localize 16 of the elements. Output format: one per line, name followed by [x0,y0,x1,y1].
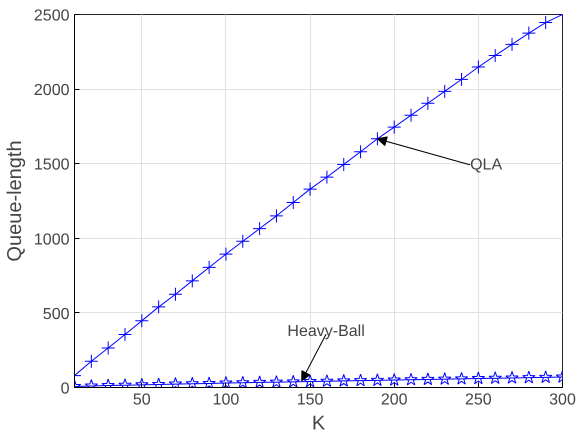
x-tick-label: 50 [132,392,151,408]
y-tick-label: 2000 [34,82,70,100]
x-tick-label: 250 [465,392,492,408]
x-tick-label: 200 [380,392,408,408]
x-tick-label: 100 [212,392,240,408]
y-tick-label: 2500 [34,8,70,24]
annotation: Heavy-Ball [287,322,365,340]
annotation: QLA [470,156,502,174]
y-tick-label: 1500 [34,156,70,174]
x-tick-label: 150 [296,392,324,408]
y-tick-label: 0 [60,380,70,398]
y-tick-label: 1000 [34,231,70,248]
y-axis-title: Queue-length [4,140,26,262]
x-axis-title: K [312,412,326,434]
x-tick-label: 300 [549,392,576,408]
y-tick-label: 500 [42,306,70,323]
